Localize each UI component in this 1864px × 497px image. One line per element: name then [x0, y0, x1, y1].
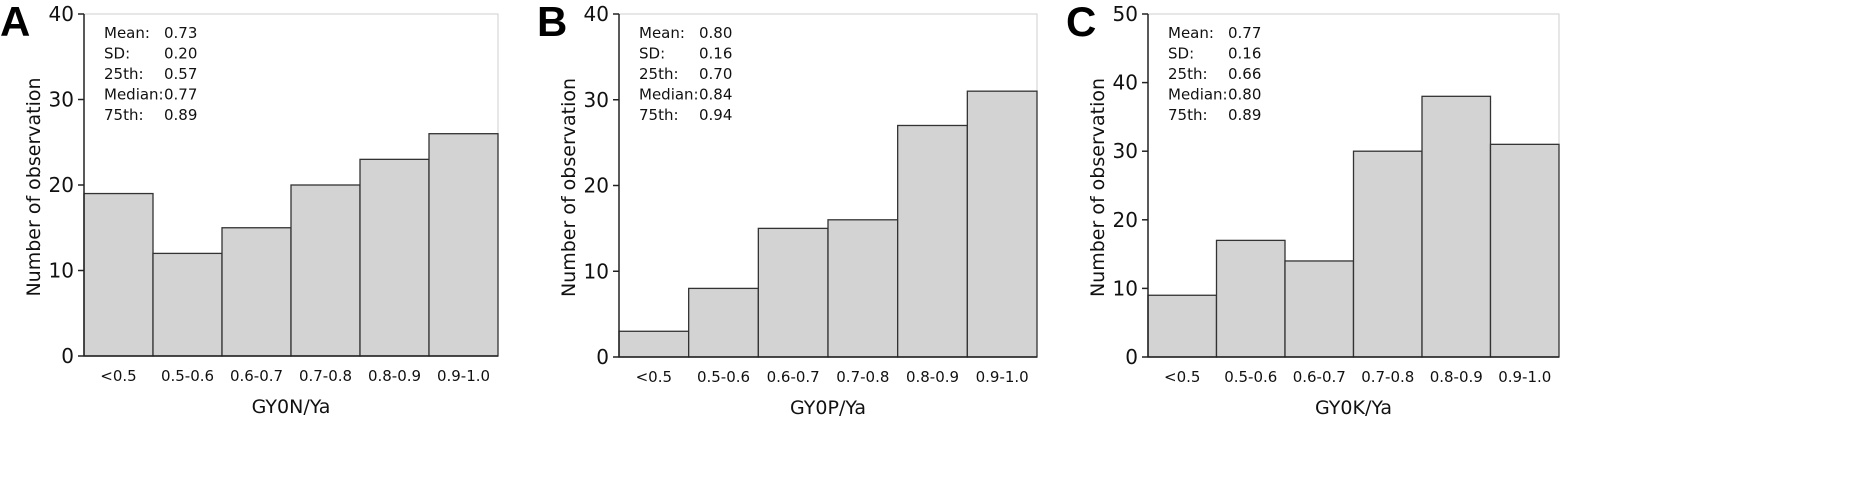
- stat-label: 25th:: [1168, 65, 1208, 83]
- stat-label: SD:: [639, 45, 665, 63]
- histogram-panel-b: B 0 10 20 30 40 <0.5 0.5-0.6 0.6-0.7 0.7-0.8 0.8-…: [537, 0, 1057, 497]
- y-tick-label: 30: [49, 88, 74, 112]
- stat-value: 0.94: [699, 106, 732, 124]
- bar: [84, 194, 153, 356]
- x-tick-label: <0.5: [1164, 368, 1200, 386]
- y-tick-label: 20: [1113, 208, 1138, 232]
- x-tick-label: 0.7-0.8: [1361, 368, 1414, 386]
- x-tick-label: 0.7-0.8: [836, 368, 889, 386]
- x-tick-label: 0.8-0.9: [906, 368, 959, 386]
- stat-value: 0.89: [164, 106, 197, 124]
- y-tick-label: 40: [49, 2, 74, 26]
- bar: [1148, 295, 1217, 357]
- stat-label: Mean:: [639, 24, 685, 42]
- bar: [291, 185, 360, 356]
- bar: [758, 228, 828, 357]
- stat-label: Mean:: [1168, 24, 1214, 42]
- x-tick-label: 0.5-0.6: [1224, 368, 1277, 386]
- x-tick-label: 0.9-1.0: [437, 367, 490, 385]
- stat-value: 0.77: [1228, 24, 1261, 42]
- y-axis-title: Number of observation: [1087, 78, 1109, 297]
- x-tick-label: 0.8-0.9: [368, 367, 421, 385]
- x-tick-label: 0.7-0.8: [299, 367, 352, 385]
- bar: [689, 288, 759, 357]
- y-tick-label: 30: [1113, 139, 1138, 163]
- y-tick-label: 10: [584, 259, 609, 283]
- stat-label: SD:: [104, 45, 130, 63]
- bar: [222, 228, 291, 356]
- histogram-chart-a: 0 10 20 30 40 <0.5 0.5-0.6 0.6-0.7 0.7-0.8 0.8-0.…: [0, 0, 600, 497]
- y-tick-label: 0: [596, 345, 609, 369]
- stat-value: 0.89: [1228, 106, 1261, 124]
- stat-label: Median:: [1168, 86, 1228, 104]
- bar: [153, 253, 222, 356]
- x-tick-label: 0.6-0.7: [1293, 368, 1346, 386]
- bar: [1285, 261, 1354, 357]
- bar: [898, 125, 968, 357]
- histogram-panel-a: A 0 10 20 30 40 <0.5 0.5-0.6 0.6-0.7 0.7-0.8 0.8-…: [0, 0, 600, 497]
- y-axis-title: Number of observation: [558, 78, 580, 297]
- y-tick-label: 40: [584, 2, 609, 26]
- bar: [1354, 151, 1423, 357]
- x-tick-label: 0.9-1.0: [1498, 368, 1551, 386]
- stat-label: SD:: [1168, 45, 1194, 63]
- y-tick-label: 30: [584, 88, 609, 112]
- stat-value: 0.20: [164, 45, 197, 63]
- stat-label: Median:: [639, 86, 699, 104]
- stat-label: 75th:: [1168, 106, 1208, 124]
- x-tick-label: 0.6-0.7: [230, 367, 283, 385]
- bar: [828, 220, 898, 357]
- stat-value: 0.80: [699, 24, 732, 42]
- y-axis-title: Number of observation: [23, 77, 45, 296]
- y-tick-label: 0: [61, 344, 74, 368]
- bar: [1422, 96, 1491, 357]
- stat-value: 0.66: [1228, 65, 1261, 83]
- stat-value: 0.70: [699, 65, 732, 83]
- bar: [429, 134, 498, 356]
- stat-value: 0.84: [699, 86, 732, 104]
- bar: [619, 331, 689, 357]
- stat-label: 25th:: [104, 65, 144, 83]
- stat-label: Mean:: [104, 24, 150, 42]
- bar: [360, 159, 429, 356]
- stat-value: 0.73: [164, 24, 197, 42]
- y-tick-label: 0: [1125, 345, 1138, 369]
- bar: [1217, 240, 1286, 357]
- y-tick-label: 10: [49, 259, 74, 283]
- x-tick-label: 0.5-0.6: [697, 368, 750, 386]
- y-tick-label: 20: [49, 173, 74, 197]
- x-tick-label: 0.6-0.7: [767, 368, 820, 386]
- x-axis-title: GY0N/Ya: [252, 396, 331, 418]
- stat-label: Median:: [104, 86, 164, 104]
- stat-value: 0.57: [164, 65, 197, 83]
- x-tick-label: 0.9-1.0: [976, 368, 1029, 386]
- histogram-chart-b: 0 10 20 30 40 <0.5 0.5-0.6 0.6-0.7 0.7-0.8 0.8-0.…: [537, 0, 1057, 497]
- histogram-panel-c: C 0 10 20 30 40 50 <0.5 0.5-0.6 0.6-0.7 0.7-0.8 0.…: [1066, 0, 1566, 497]
- x-tick-label: 0.8-0.9: [1430, 368, 1483, 386]
- x-tick-label: 0.5-0.6: [161, 367, 214, 385]
- x-tick-label: <0.5: [636, 368, 672, 386]
- stat-value: 0.16: [699, 45, 732, 63]
- stat-label: 75th:: [639, 106, 679, 124]
- stat-value: 0.16: [1228, 45, 1261, 63]
- x-axis-title: GY0K/Ya: [1315, 397, 1392, 419]
- y-tick-label: 20: [584, 174, 609, 198]
- histogram-chart-c: 0 10 20 30 40 50 <0.5 0.5-0.6 0.6-0.7 0.7-0.8 0.8-…: [1066, 0, 1566, 497]
- bar: [1491, 144, 1560, 357]
- x-axis-title: GY0P/Ya: [790, 397, 866, 419]
- stat-label: 25th:: [639, 65, 679, 83]
- stat-value: 0.80: [1228, 86, 1261, 104]
- stat-value: 0.77: [164, 86, 197, 104]
- bar: [967, 91, 1037, 357]
- stat-label: 75th:: [104, 106, 144, 124]
- y-tick-label: 50: [1113, 2, 1138, 26]
- y-tick-label: 10: [1113, 276, 1138, 300]
- y-tick-label: 40: [1113, 71, 1138, 95]
- x-tick-label: <0.5: [100, 367, 136, 385]
